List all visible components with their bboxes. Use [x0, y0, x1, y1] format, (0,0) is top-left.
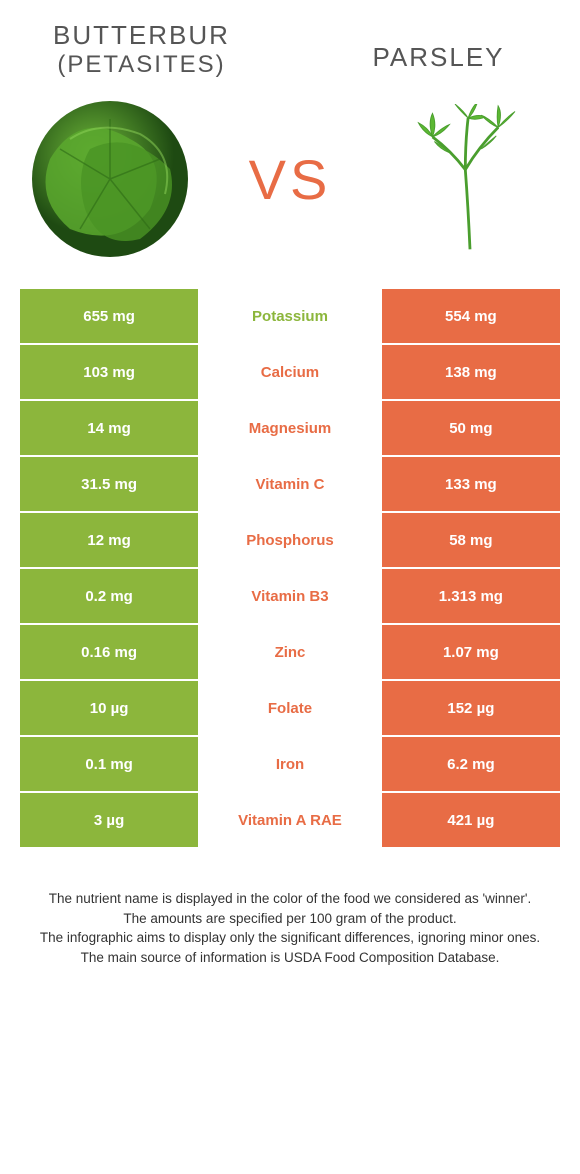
nutrient-row: 0.2 mgVitamin B31.313 mg [20, 569, 560, 623]
right-value-cell: 554 mg [382, 289, 560, 343]
left-subtitle-text: (Petasites) [20, 51, 263, 79]
nutrient-row: 3 µgVitamin A RAE421 µg [20, 793, 560, 847]
left-value-cell: 31.5 mg [20, 457, 198, 511]
right-value-cell: 1.313 mg [382, 569, 560, 623]
footnotes: The nutrient name is displayed in the co… [0, 849, 580, 967]
nutrient-row: 10 µgFolate152 µg [20, 681, 560, 735]
header: Butterbur (Petasites) Parsley [20, 20, 560, 79]
left-value-cell: 0.1 mg [20, 737, 198, 791]
left-value-cell: 0.2 mg [20, 569, 198, 623]
left-value-cell: 103 mg [20, 345, 198, 399]
footnote-line: The infographic aims to display only the… [30, 928, 550, 948]
right-title-text: Parsley [372, 42, 504, 72]
left-value-cell: 0.16 mg [20, 625, 198, 679]
nutrient-name-cell: Zinc [198, 625, 382, 679]
left-value-cell: 10 µg [20, 681, 198, 735]
nutrient-row: 12 mgPhosphorus58 mg [20, 513, 560, 567]
right-value-cell: 152 µg [382, 681, 560, 735]
footnote-line: The nutrient name is displayed in the co… [30, 889, 550, 909]
nutrient-row: 14 mgMagnesium50 mg [20, 401, 560, 455]
right-value-cell: 50 mg [382, 401, 560, 455]
right-value-cell: 58 mg [382, 513, 560, 567]
nutrient-row: 103 mgCalcium138 mg [20, 345, 560, 399]
infographic-container: Butterbur (Petasites) Parsley [0, 0, 580, 847]
left-value-cell: 655 mg [20, 289, 198, 343]
nutrient-name-cell: Folate [198, 681, 382, 735]
right-value-cell: 1.07 mg [382, 625, 560, 679]
nutrient-table: 655 mgPotassium554 mg103 mgCalcium138 mg… [20, 289, 560, 847]
nutrient-name-cell: Calcium [198, 345, 382, 399]
right-food-title: Parsley [317, 20, 560, 73]
nutrient-name-cell: Vitamin B3 [198, 569, 382, 623]
nutrient-row: 0.16 mgZinc1.07 mg [20, 625, 560, 679]
left-value-cell: 12 mg [20, 513, 198, 567]
vs-label: VS [249, 147, 332, 212]
nutrient-name-cell: Magnesium [198, 401, 382, 455]
footnote-line: The amounts are specified per 100 gram o… [30, 909, 550, 929]
images-row: VS [20, 99, 560, 259]
nutrient-name-cell: Vitamin A RAE [198, 793, 382, 847]
right-value-cell: 6.2 mg [382, 737, 560, 791]
nutrient-row: 0.1 mgIron6.2 mg [20, 737, 560, 791]
nutrient-name-cell: Iron [198, 737, 382, 791]
nutrient-name-cell: Vitamin C [198, 457, 382, 511]
nutrient-row: 655 mgPotassium554 mg [20, 289, 560, 343]
left-value-cell: 3 µg [20, 793, 198, 847]
butterbur-image [30, 99, 190, 259]
parsley-image [390, 99, 550, 259]
left-value-cell: 14 mg [20, 401, 198, 455]
nutrient-name-cell: Potassium [198, 289, 382, 343]
right-value-cell: 133 mg [382, 457, 560, 511]
footnote-line: The main source of information is USDA F… [30, 948, 550, 968]
left-food-title: Butterbur (Petasites) [20, 20, 263, 79]
nutrient-row: 31.5 mgVitamin C133 mg [20, 457, 560, 511]
right-value-cell: 138 mg [382, 345, 560, 399]
nutrient-name-cell: Phosphorus [198, 513, 382, 567]
left-title-text: Butterbur [53, 20, 230, 50]
right-value-cell: 421 µg [382, 793, 560, 847]
